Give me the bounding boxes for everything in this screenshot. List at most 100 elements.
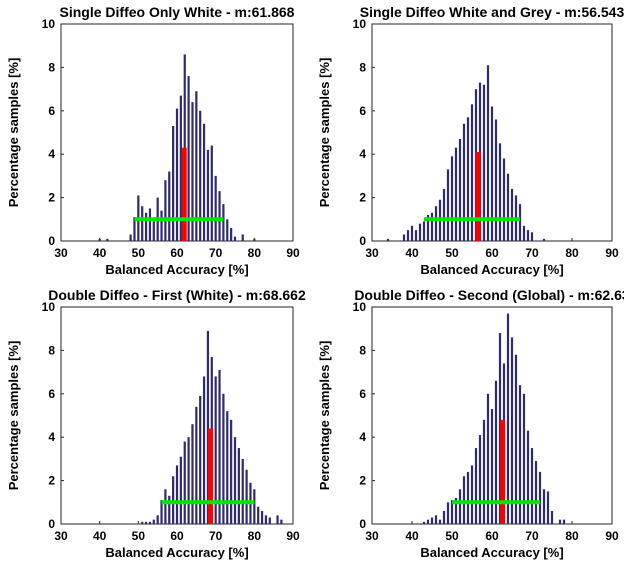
histogram-bar [233,437,237,524]
histogram-bar [179,456,182,524]
histogram-bar [530,448,534,524]
histogram-bar [422,521,426,524]
mean-bar [207,428,213,524]
x-tick-label: 80 [565,246,579,260]
histogram-bar [386,238,390,241]
histogram-bar [241,234,244,241]
x-tick-label: 80 [248,246,262,260]
y-tick-label: 8 [48,60,55,74]
chart-panel-3: Double Diffeo - First (White) - m:68.662… [6,287,306,560]
x-tick-label: 80 [248,529,262,543]
y-tick-label: 4 [359,430,366,444]
y-tick-label: 10 [42,300,56,314]
histogram-bar [152,519,155,524]
histogram-bar [164,180,167,241]
x-axis-label: Balanced Accuracy [%] [105,262,248,277]
histogram-bar [510,337,514,524]
y-tick-label: 2 [48,191,55,205]
histogram-bar [490,106,494,242]
y-tick-label: 6 [48,104,55,118]
histogram-bar [438,519,442,524]
y-tick-label: 6 [359,387,366,401]
histogram-bar [214,175,217,241]
x-tick-label: 80 [565,529,579,543]
histogram-bar [226,411,229,524]
histogram-bar [498,143,502,241]
x-axis-label: Balanced Accuracy [%] [105,545,248,560]
histogram-bar [129,234,132,241]
x-tick-label: 90 [286,246,300,260]
histogram-bar [160,500,163,524]
x-tick-label: 40 [93,246,107,260]
histogram-bar [442,188,446,241]
histogram-bar [446,502,450,524]
histogram-bar [458,139,462,241]
histogram-bar [494,380,498,524]
chart-panel-4: Double Diffeo - Second (Global) - m:62.6… [317,287,624,560]
y-tick-label: 10 [353,300,367,314]
y-axis-label: Percentage samples [%] [6,341,21,491]
x-tick-label: 90 [605,529,619,543]
histogram-bar [175,465,179,524]
x-tick-label: 60 [485,246,499,260]
histogram-bar [187,76,190,241]
histogram-bar [148,208,152,241]
histogram-bar [152,221,155,241]
histogram-bar [506,313,510,524]
histogram-bar [276,515,279,524]
chart-panel-2: Single Diffeo White and Grey - m:56.543 3… [317,4,624,277]
histogram-bar [199,110,202,241]
y-axis-label: Percentage samples [%] [6,58,21,208]
mean-bar [475,152,481,241]
chart-title: Double Diffeo - Second (Global) - m:62.6… [354,287,624,303]
histogram-bar [245,469,248,524]
histogram-bar [218,191,221,241]
y-tick-label: 8 [359,343,366,357]
histogram-bar [98,238,101,241]
histogram-bar [522,225,526,241]
y-tick-label: 4 [48,430,55,444]
x-tick-label: 90 [605,246,619,260]
y-axis-label: Percentage samples [%] [317,341,332,491]
histogram-bar [538,471,542,524]
histogram-bar [214,376,217,524]
histogram-bar [486,393,490,524]
histogram-bar [526,230,530,241]
histogram-bar [172,476,175,524]
histogram-bar [558,519,562,524]
chart-title: Single Diffeo White and Grey - m:56.543 [360,4,624,20]
x-axis-label: Balanced Accuracy [%] [420,262,563,277]
y-tick-label: 10 [42,17,56,31]
x-tick-label: 70 [209,246,223,260]
histogram-bar [141,206,144,241]
histogram-bar [474,448,478,524]
histogram-bar [426,214,430,241]
y-tick-label: 0 [359,234,366,248]
histogram-bar [175,108,179,241]
histogram-bar [498,333,502,524]
y-tick-label: 6 [359,104,366,118]
histogram-bar [226,219,229,241]
histogram-bar [422,221,426,241]
histogram-bar [478,435,482,524]
chart-title: Double Diffeo - First (White) - m:68.662 [48,287,306,303]
y-tick-label: 2 [359,191,366,205]
histogram-bar [141,521,144,524]
x-tick-label: 70 [525,529,539,543]
histogram-bar [230,227,233,241]
histogram-bar [466,117,470,241]
y-tick-label: 2 [48,474,55,488]
histogram-bar [253,489,256,524]
histogram-bar [506,173,510,241]
histogram-bar [418,223,422,241]
x-tick-label: 50 [132,529,146,543]
histogram-bar [280,519,283,524]
histogram-bar [458,489,462,524]
histogram-bar [514,354,518,524]
histogram-bar [202,123,206,241]
histogram-bar [430,212,434,241]
histogram-bar [414,230,418,241]
histogram-bar [164,489,167,524]
histogram-bar [264,515,268,524]
